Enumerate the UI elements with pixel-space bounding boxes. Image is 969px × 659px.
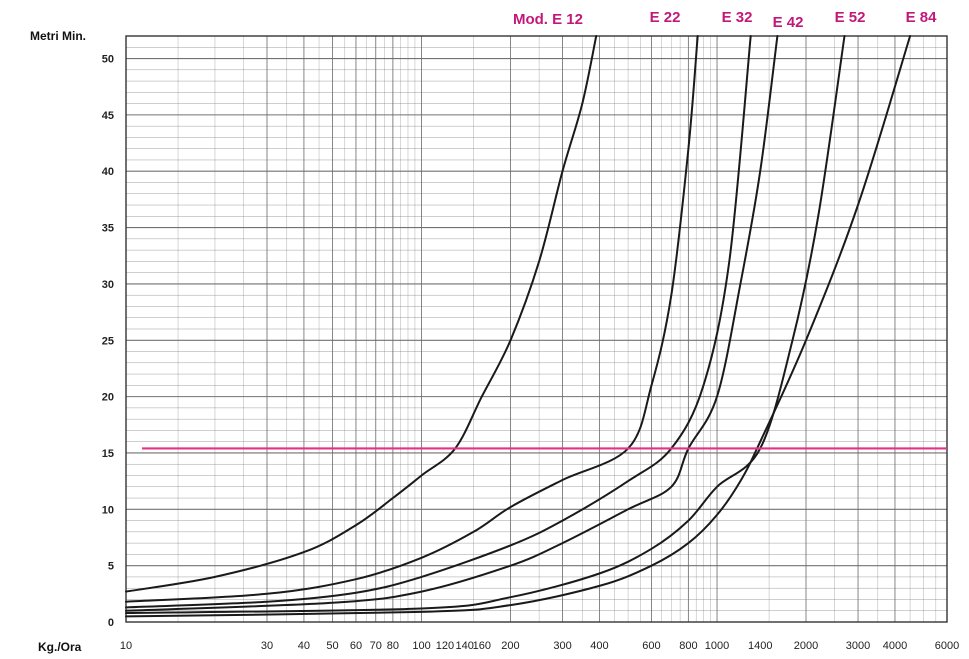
y-tick-label: 40 xyxy=(102,166,114,178)
y-tick-label: 15 xyxy=(102,448,114,460)
x-tick-label: 4000 xyxy=(883,640,907,652)
y-tick-label: 0 xyxy=(108,617,114,629)
series-labels: Mod. E 12 E 22 E 32 E 42 E 52 E 84 xyxy=(513,9,937,31)
x-tick-label: 800 xyxy=(679,640,697,652)
x-tick-label: 400 xyxy=(590,640,608,652)
x-tick-label: 3000 xyxy=(846,640,870,652)
x-tick-label: 120 xyxy=(436,640,454,652)
series-curve-1 xyxy=(125,35,699,603)
x-tick-label: 1000 xyxy=(705,640,729,652)
x-tick-label: 600 xyxy=(642,640,660,652)
y-axis-title: Metri Min. xyxy=(30,29,86,43)
y-tick-label: 35 xyxy=(102,223,114,235)
x-tick-label: 100 xyxy=(412,640,430,652)
x-tick-label: 60 xyxy=(350,640,362,652)
y-tick-label: 45 xyxy=(102,110,114,122)
y-tick-label: 5 xyxy=(108,561,114,573)
series-label-0: Mod. E 12 xyxy=(513,11,583,28)
x-tick-label: 200 xyxy=(501,640,519,652)
series-curves xyxy=(125,35,912,618)
x-tick-label: 30 xyxy=(261,640,273,652)
series-label-3: E 42 xyxy=(773,14,804,31)
y-axis-ticks: 0 5 10 15 20 25 30 35 40 45 50 xyxy=(102,54,114,629)
series-curve-4 xyxy=(125,35,846,614)
x-tick-label: 40 xyxy=(298,640,310,652)
y-tick-label: 25 xyxy=(102,335,114,347)
series-curve-3 xyxy=(125,35,779,612)
y-tick-label: 50 xyxy=(102,54,114,66)
series-label-5: E 84 xyxy=(906,9,938,26)
x-tick-label: 10 xyxy=(120,640,132,652)
series-label-4: E 52 xyxy=(835,9,866,26)
x-tick-label: 1400 xyxy=(748,640,772,652)
plot-frame xyxy=(125,35,948,623)
x-tick-label: 2000 xyxy=(794,640,818,652)
series-curve-0 xyxy=(125,35,598,593)
x-tick-label: 140 xyxy=(456,640,474,652)
x-tick-label: 80 xyxy=(387,640,399,652)
x-tick-label: 160 xyxy=(473,640,491,652)
grid xyxy=(125,35,948,623)
x-axis-title: Kg./Ora xyxy=(38,640,82,654)
y-tick-label: 10 xyxy=(102,504,114,516)
x-tick-label: 300 xyxy=(553,640,571,652)
x-tick-label: 6000 xyxy=(935,640,959,652)
series-label-1: E 22 xyxy=(650,9,681,26)
series-curve-2 xyxy=(125,35,752,609)
series-curve-5 xyxy=(125,35,912,618)
x-tick-label: 50 xyxy=(326,640,338,652)
series-label-2: E 32 xyxy=(722,9,753,26)
x-tick-label: 70 xyxy=(370,640,382,652)
y-tick-label: 30 xyxy=(102,279,114,291)
y-tick-label: 20 xyxy=(102,392,114,404)
